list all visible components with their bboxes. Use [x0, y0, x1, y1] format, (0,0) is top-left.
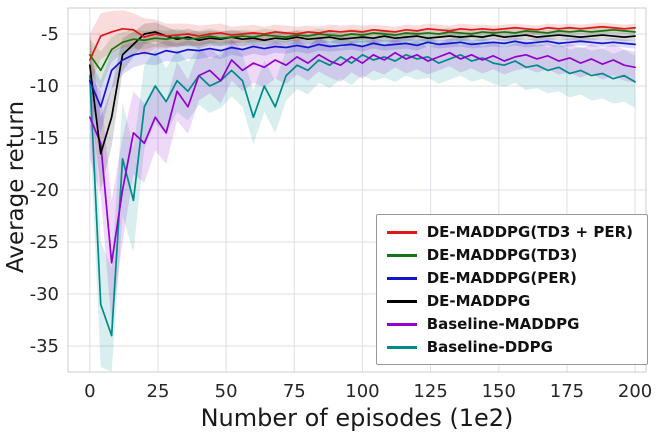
x-tick-label: 100 — [345, 381, 379, 402]
x-tick-label: 150 — [482, 381, 516, 402]
y-axis-label: Average return — [3, 100, 29, 274]
legend-line-swatch — [386, 230, 417, 234]
x-tick-label: 75 — [283, 381, 306, 402]
legend-line-swatch — [386, 345, 417, 349]
x-tick-label: 0 — [84, 381, 95, 402]
series-line — [88, 53, 636, 337]
legend-item: DE-MADDPG — [386, 292, 633, 310]
x-tick-label: 25 — [147, 381, 170, 402]
x-axis-label: Number of episodes (1e2) — [200, 404, 514, 432]
y-tick-label: -15 — [30, 128, 59, 149]
series-line — [88, 40, 636, 108]
legend-line-swatch — [386, 299, 417, 303]
legend-label: DE-MADDPG(TD3 + PER) — [426, 223, 633, 241]
x-tick-label: 175 — [550, 381, 584, 402]
legend-label: Baseline-MADDPG — [426, 315, 580, 333]
legend-line-swatch — [386, 322, 417, 326]
legend-item: Baseline-MADDPG — [386, 315, 633, 333]
legend-item: DE-MADDPG(PER) — [386, 269, 633, 287]
confidence-band — [89, 38, 636, 326]
y-tick-label: -30 — [30, 284, 59, 305]
legend: DE-MADDPG(TD3 + PER) DE-MADDPG(TD3) DE-MAD… — [375, 214, 648, 365]
confidence-band — [89, 23, 636, 372]
series-line — [88, 28, 636, 72]
legend-item: DE-MADDPG(TD3) — [386, 246, 633, 264]
y-tick-label: -20 — [30, 180, 59, 201]
legend-label: DE-MADDPG — [426, 292, 531, 310]
y-tick-label: -25 — [30, 232, 59, 253]
legend-label: DE-MADDPG(TD3) — [426, 246, 578, 264]
legend-item: Baseline-DDPG — [386, 338, 633, 356]
plot-border — [67, 7, 647, 373]
x-tick-label: 50 — [215, 381, 238, 402]
y-tick-label: -5 — [41, 24, 59, 45]
confidence-band — [89, 26, 636, 90]
legend-label: DE-MADDPG(PER) — [426, 269, 577, 287]
confidence-band — [89, 22, 636, 191]
legend-label: Baseline-DDPG — [426, 338, 553, 356]
y-tick-label: -35 — [30, 336, 59, 357]
legend-line-swatch — [386, 276, 417, 280]
y-tick-label: -10 — [30, 76, 59, 97]
series-line — [88, 25, 636, 61]
confidence-band — [89, 37, 636, 133]
x-tick-label: 125 — [413, 381, 447, 402]
series-line — [88, 51, 636, 264]
legend-item: DE-MADDPG(TD3 + PER) — [386, 223, 633, 241]
legend-line-swatch — [386, 253, 417, 257]
x-tick-label: 200 — [618, 381, 652, 402]
